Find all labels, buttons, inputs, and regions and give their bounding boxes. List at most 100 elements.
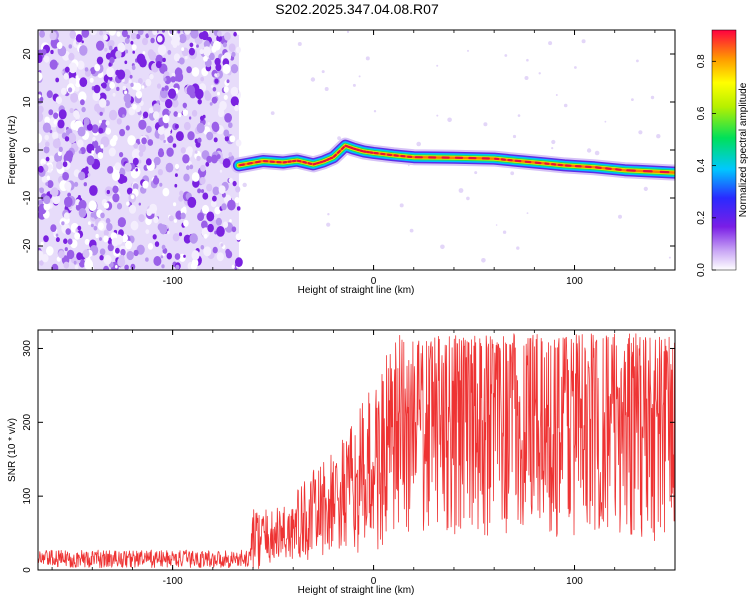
colorbar-tick-label: 0.2: [696, 210, 707, 224]
noise-blob: [48, 155, 55, 163]
noise-blob: [99, 255, 104, 261]
noise-blob: [112, 185, 119, 194]
noise-speck: [510, 171, 515, 176]
noise-blob: [224, 135, 230, 142]
noise-blob: [89, 30, 98, 36]
y-tick-label: 100: [22, 487, 33, 504]
noise-blob: [191, 250, 200, 261]
noise-blob: [117, 69, 126, 80]
noise-blob: [213, 137, 218, 143]
noise-blob: [83, 117, 90, 126]
noise-blob: [47, 180, 54, 189]
noise-blob: [232, 180, 237, 187]
noise-blob: [103, 254, 112, 265]
noise-blob: [138, 119, 147, 130]
noise-blob: [161, 87, 165, 92]
noise-blob: [183, 219, 189, 227]
noise-blob: [132, 169, 136, 173]
noise-blob: [99, 98, 107, 108]
noise-blob: [157, 169, 163, 176]
noise-blob: [60, 87, 67, 96]
noise-blob: [174, 253, 181, 260]
noise-blob: [55, 237, 60, 243]
noise-blob: [78, 150, 82, 154]
noise-blob: [131, 149, 141, 160]
noise-blob: [214, 206, 221, 215]
ridge-peak: [340, 146, 345, 150]
noise-blob: [56, 157, 60, 161]
noise-blob: [226, 79, 230, 84]
noise-speck: [458, 188, 464, 193]
noise-blob: [77, 126, 86, 137]
noise-speck: [324, 87, 329, 91]
noise-blob: [99, 111, 103, 116]
noise-blob: [74, 85, 80, 92]
noise-blob: [216, 252, 224, 262]
noise-speck: [650, 95, 655, 100]
noise-blob: [114, 162, 122, 171]
noise-blob: [93, 225, 98, 231]
noise-blob: [210, 154, 218, 164]
y-tick-label: 10: [22, 96, 33, 108]
noise-blob: [194, 150, 198, 154]
noise-blob: [135, 90, 143, 99]
noise-blob: [96, 40, 105, 51]
noise-blob: [230, 96, 239, 107]
snr-axes: -100 0 100 0 100 200 300: [22, 330, 675, 587]
noise-blob: [229, 135, 236, 143]
noise-blob: [186, 165, 190, 171]
noise-blob: [142, 37, 148, 46]
noise-blob: [126, 250, 134, 261]
noise-speck: [504, 54, 508, 57]
noise-blob: [44, 134, 49, 141]
noise-blob: [199, 177, 206, 185]
ridge-peak: [329, 156, 334, 160]
noise-blob: [159, 182, 163, 187]
noise-blob: [217, 91, 220, 96]
noise-blob: [223, 94, 228, 100]
noise-blob: [172, 233, 180, 242]
noise-blob: [50, 187, 59, 197]
noise-speck: [618, 214, 622, 219]
noise-blob: [174, 67, 183, 77]
noise-blob: [203, 246, 212, 257]
noise-blob: [178, 195, 184, 202]
noise-blob: [87, 221, 91, 226]
noise-blob: [235, 186, 241, 193]
noise-blob: [87, 173, 91, 177]
noise-blob: [203, 40, 210, 49]
noise-speck: [502, 230, 507, 234]
noise-blob: [174, 173, 178, 178]
noise-blob: [231, 226, 237, 233]
noise-blob: [214, 78, 219, 84]
noise-blob: [131, 65, 136, 71]
y-tick-label: -20: [22, 238, 33, 253]
noise-blob: [116, 86, 120, 91]
ridge-peak: [615, 168, 622, 171]
noise-blob: [186, 66, 192, 74]
noise-blob: [76, 252, 83, 261]
noise-blob: [84, 259, 93, 270]
noise-blob: [224, 113, 233, 123]
noise-blob: [203, 233, 208, 239]
noise-blob: [106, 222, 113, 232]
noise-blob: [81, 106, 86, 113]
noise-blob: [55, 96, 63, 105]
noise-blob: [171, 72, 176, 78]
snr-series-line: [38, 333, 675, 569]
noise-blob: [64, 196, 73, 208]
noise-speck: [242, 182, 247, 188]
snr-xlabel: Height of straight line (km): [298, 585, 415, 596]
noise-speck: [581, 39, 586, 44]
noise-speck: [440, 244, 445, 250]
noise-blob: [182, 154, 190, 164]
noise-blob: [41, 175, 48, 183]
noise-blob: [188, 116, 192, 120]
noise-blob: [215, 217, 222, 226]
noise-blob: [165, 98, 173, 109]
noise-blob: [201, 204, 210, 214]
noise-blob: [99, 30, 104, 36]
noise-blob: [229, 219, 232, 223]
noise-blob: [98, 127, 104, 134]
noise-blob: [58, 250, 65, 259]
